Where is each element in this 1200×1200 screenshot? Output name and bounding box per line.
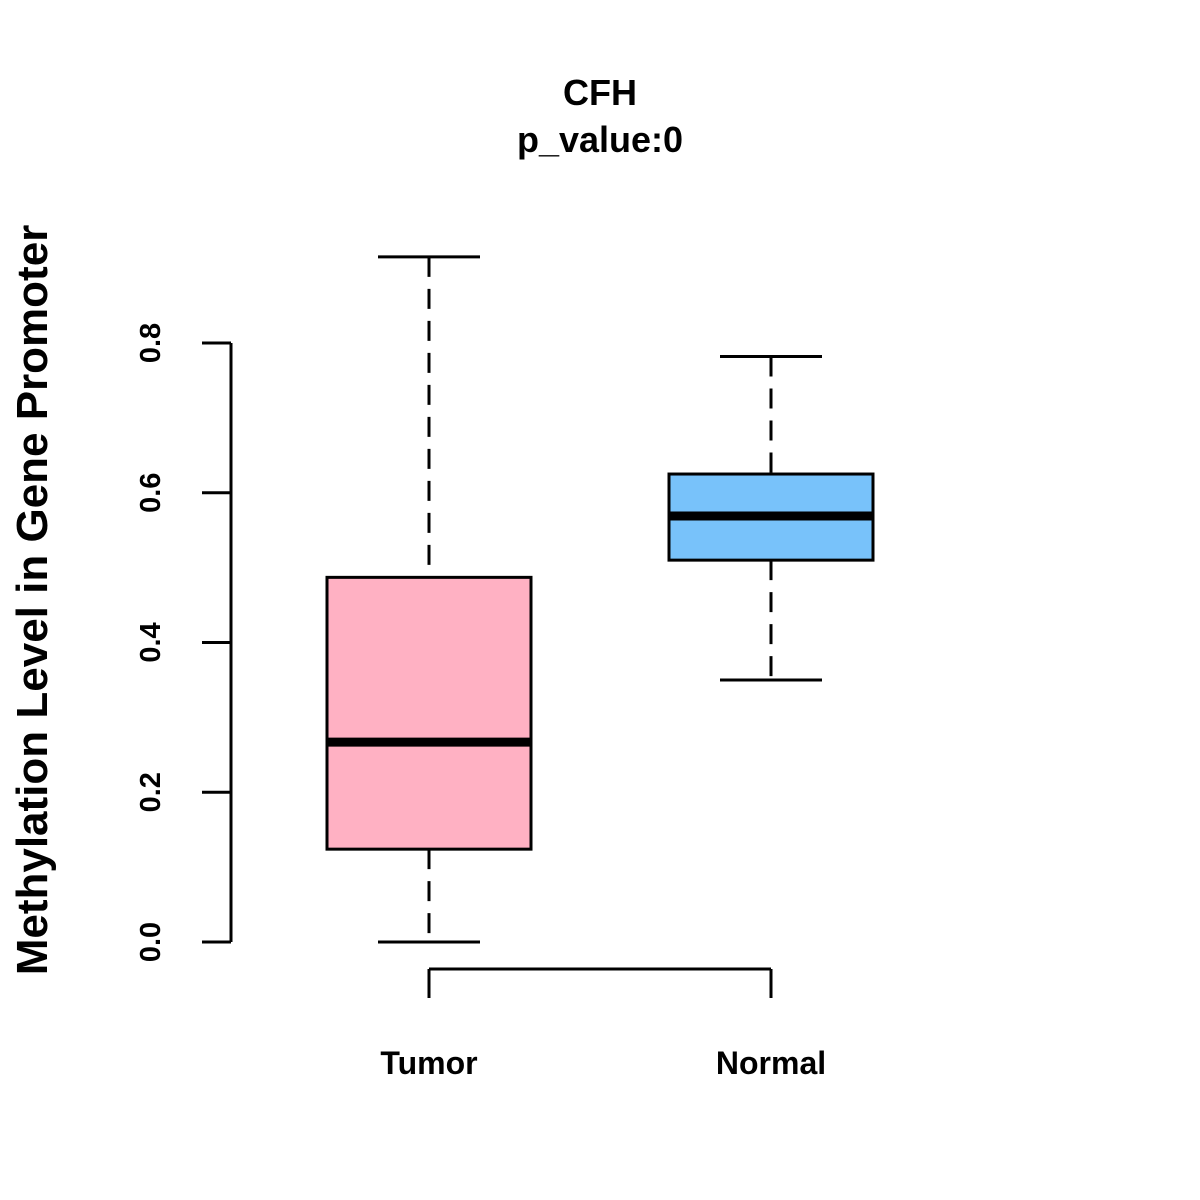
y-tick-label: 0.2: [135, 772, 167, 812]
y-axis-label: Methylation Level in Gene Promoter: [8, 225, 57, 976]
y-tick-label: 0.8: [135, 323, 167, 363]
x-tick-label: Tumor: [380, 1045, 477, 1081]
y-axis: 0.0 0.2 0.4 0.6 0.8: [135, 323, 233, 962]
y-tick-label: 0.4: [135, 622, 167, 662]
chart-subtitle: p_value:0: [517, 119, 683, 160]
y-tick-label: 0.0: [135, 922, 167, 962]
chart-title: CFH: [563, 72, 637, 113]
y-tick-label: 0.6: [135, 473, 167, 513]
x-tick-label: Normal: [716, 1045, 826, 1081]
box-tumor: [325, 255, 533, 944]
box-normal: [667, 354, 875, 682]
boxes-group: [325, 255, 875, 944]
iqr-box: [325, 575, 533, 851]
x-axis: Tumor Normal: [380, 967, 826, 1081]
